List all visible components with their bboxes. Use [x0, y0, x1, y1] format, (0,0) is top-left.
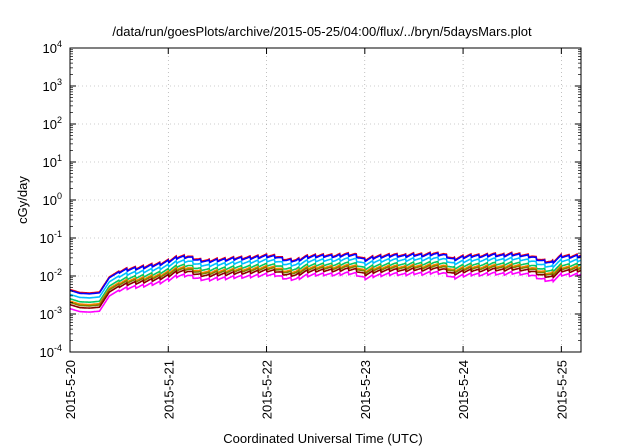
series-line-1: [69, 251, 582, 295]
y-tick-label: 104: [43, 39, 62, 56]
series-line-7: [69, 270, 582, 313]
y-axis-label: cGy/day: [15, 176, 30, 224]
y-tick-label: 10-4: [40, 343, 62, 360]
y-tick-label: 101: [43, 153, 62, 170]
grid-lines: [70, 48, 581, 352]
y-tick-label: 10-3: [40, 305, 62, 322]
x-axis-label: Coordinated Universal Time (UTC): [223, 431, 422, 446]
chart-title: /data/run/goesPlots/archive/2015-05-25/0…: [112, 24, 532, 39]
x-tick-label: 2015-5-23: [358, 360, 373, 419]
y-axis-ticks: 10-4 10-3 10-2 10-1 100 101 102 103 104: [40, 39, 581, 360]
y-tick-label: 10-1: [40, 229, 62, 246]
series-line-6: [69, 266, 582, 309]
series-line-2: [69, 256, 582, 299]
x-tick-label: 2015-5-20: [63, 360, 78, 419]
x-tick-label: 2015-5-24: [456, 360, 471, 419]
x-tick-label: 2015-5-25: [554, 360, 569, 419]
y-tick-label: 10-2: [40, 267, 62, 284]
series-lines: [69, 251, 582, 313]
y-tick-label: 100: [43, 191, 62, 208]
y-tick-label: 103: [43, 77, 62, 94]
x-tick-label: 2015-5-22: [260, 360, 275, 419]
y-tick-label: 102: [43, 115, 62, 132]
x-tick-label: 2015-5-21: [161, 360, 176, 419]
x-axis-ticks: 2015-5-20 2015-5-21 2015-5-22 2015-5-23 2015…: [63, 48, 569, 419]
